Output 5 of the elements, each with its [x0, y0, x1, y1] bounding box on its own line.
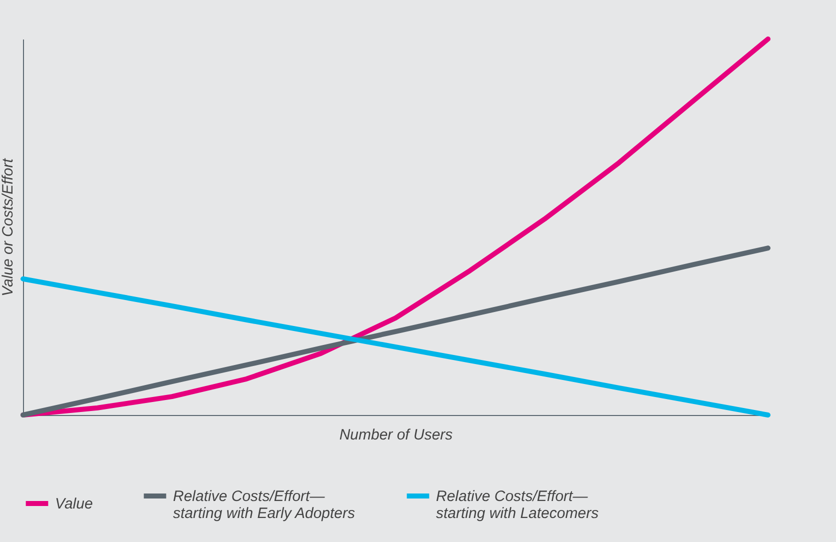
legend-label: Relative Costs/Effort—starting with Latecomers	[436, 488, 600, 522]
legend-label: Value	[55, 496, 93, 512]
x-axis-title: Number of Users	[339, 426, 454, 444]
y-axis-title: Value or Costs/Effort	[0, 158, 16, 296]
legend-label: Relative Costs/Effort—starting with Early Adopters	[173, 488, 356, 522]
